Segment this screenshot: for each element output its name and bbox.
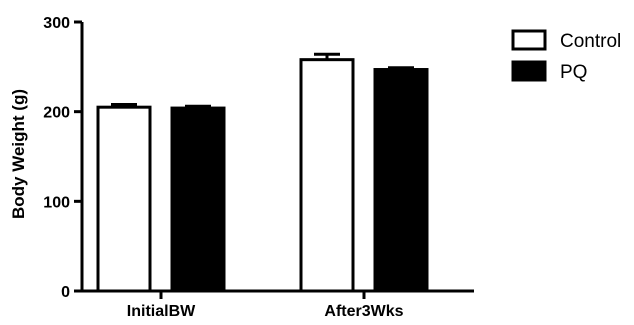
legend-swatch-pq [511,60,547,82]
axis-layer: 0 100 200 300 InitialBW After3Wks [43,15,474,320]
legend-swatch-control [511,29,547,51]
legend-label-control: Control [560,31,621,52]
legend: Control PQ [511,29,621,83]
x-tick-label-initialbw: InitialBW [127,303,196,320]
legend-label-pq: PQ [560,62,587,83]
bar-control-initialbw [96,105,152,293]
bar-pq-after3wks [373,68,429,293]
y-tick-label-300: 300 [43,15,70,32]
y-axis-label: Body Weight (g) [9,89,28,219]
plot-layer [96,52,429,293]
x-tick-label-after3wks: After3Wks [324,303,403,320]
y-tick-label-0: 0 [61,284,70,301]
y-tick-label-100: 100 [43,194,70,211]
bar-control-after3wks [299,58,355,293]
bar-pq-initialbw [170,106,226,293]
y-tick-label-200: 200 [43,105,70,122]
